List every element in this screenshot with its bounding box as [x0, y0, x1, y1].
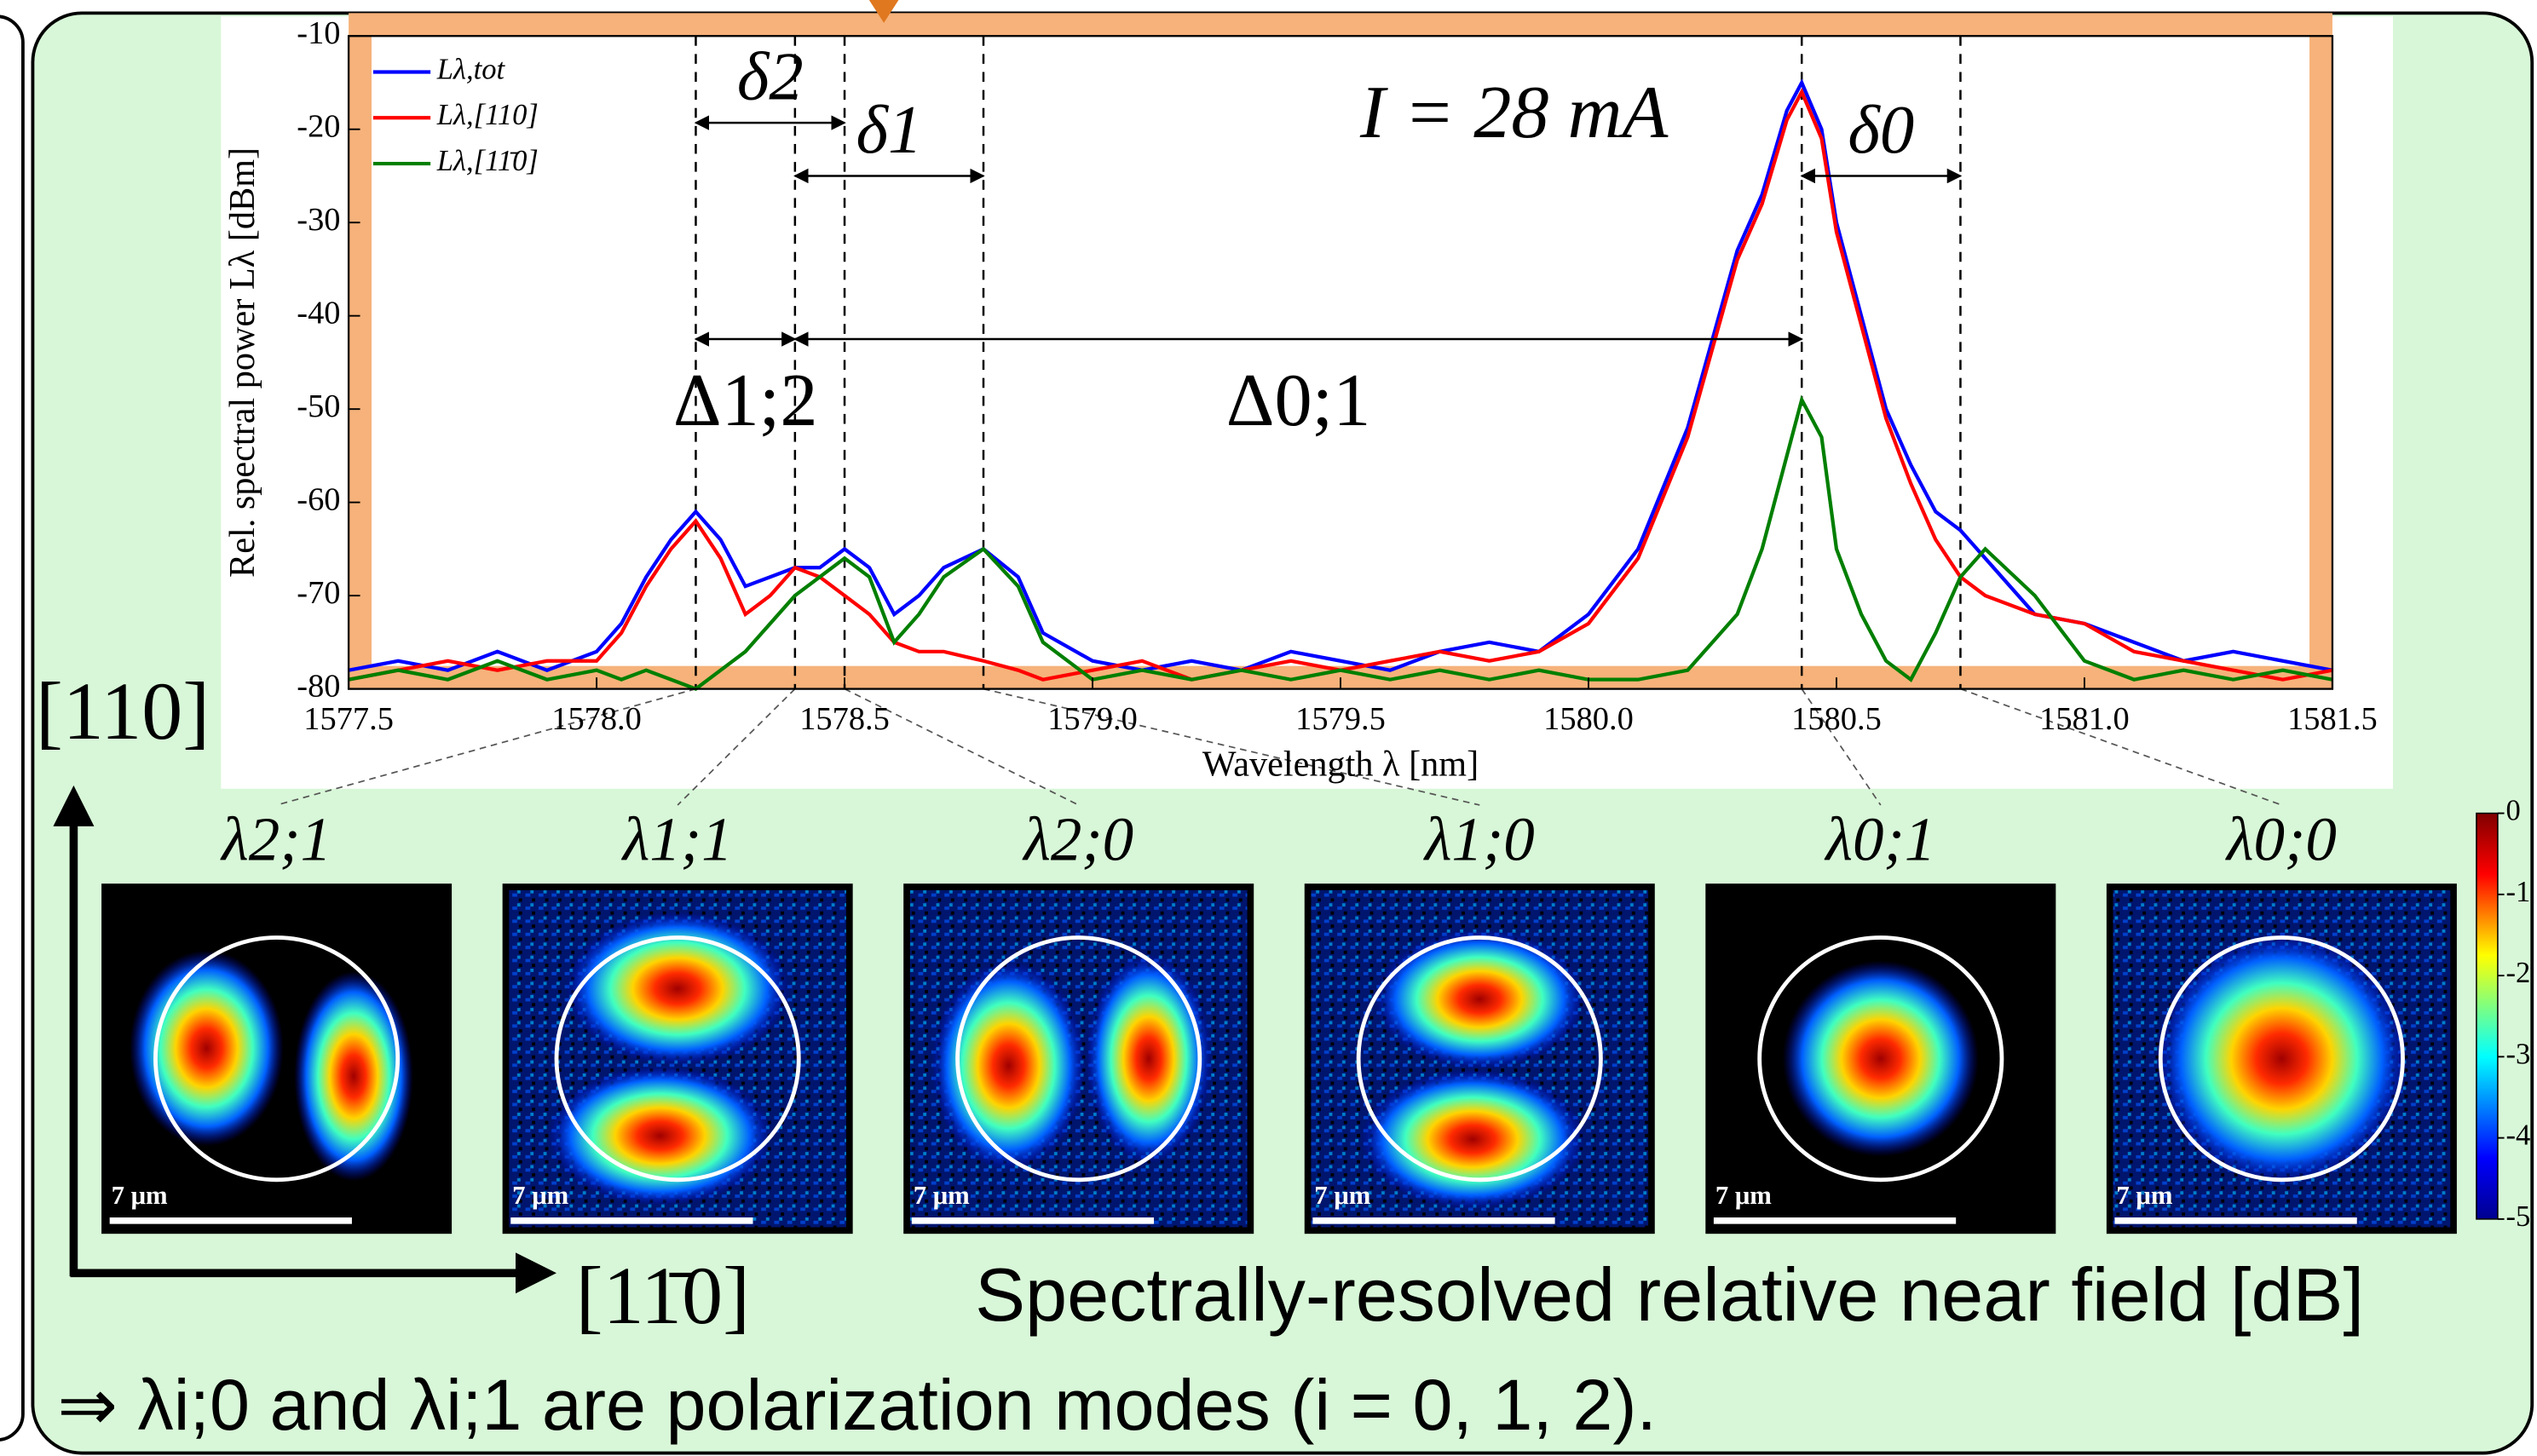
mode-intensity — [548, 1065, 773, 1206]
x-tick-label: 1580.0 — [1543, 701, 1634, 737]
mode-intensity — [2155, 932, 2408, 1185]
dimension-label: δ1 — [856, 92, 923, 168]
axis-right-label: [11̄0] — [576, 1250, 750, 1341]
aperture-circle — [955, 935, 1202, 1183]
colorbar-tick-label: -5 — [2506, 1200, 2531, 1233]
y-tick-label: -10 — [297, 15, 340, 51]
dimension-label: Δ1;2 — [673, 359, 818, 442]
colorbar — [2476, 812, 2499, 1220]
pointer — [868, 0, 899, 23]
y-tick-label: -80 — [297, 668, 340, 704]
near-field-images: λ2;1 7 μm λ1;1 7 μm λ2;0 7 μm λ1;0 7 μm λ0;1 7 μm… — [101, 805, 2457, 1234]
mode-label: λ1;0 — [1423, 805, 1535, 874]
colorbar-tick-label: -1 — [2506, 876, 2531, 908]
dimension-label: δ0 — [1848, 92, 1914, 168]
marker-connector — [1801, 688, 1882, 806]
x-axis-label: Wavelength λ [nm] — [1202, 744, 1479, 784]
aperture-circle — [1757, 935, 2004, 1183]
marker-connector — [677, 688, 796, 806]
y-tick-label: -50 — [297, 388, 340, 424]
y-tick-label: -20 — [297, 109, 340, 145]
colorbar-tick-label: -2 — [2506, 957, 2531, 989]
aperture-circle — [554, 935, 801, 1183]
mode-label: λ2;1 — [220, 805, 332, 874]
caption: Spectrally-resolved relative near field … — [975, 1252, 2364, 1337]
left-panel — [0, 14, 25, 1442]
conclusion: ⇒ λi;0 and λi;1 are polarization modes (… — [57, 1365, 1657, 1445]
y-tick-label: -40 — [297, 295, 340, 331]
x-tick-label: 1578.5 — [799, 701, 890, 737]
mode-intensity — [1374, 929, 1585, 1069]
legend-label: Lλ,tot — [436, 53, 506, 85]
y-tick-label: -30 — [297, 202, 340, 238]
mode-label: λ2;0 — [1022, 805, 1133, 874]
scale-bar-label: 7 μm — [1314, 1181, 1370, 1210]
x-tick-label: 1579.0 — [1047, 701, 1138, 737]
colorbar-tick-label: 0 — [2506, 795, 2521, 827]
scale-bar-label: 7 μm — [112, 1181, 168, 1210]
aperture-circle — [153, 935, 401, 1183]
mode-intensity — [294, 970, 413, 1182]
dimension-label: Δ0;1 — [1226, 359, 1371, 442]
marker-connector — [844, 688, 1080, 806]
annotation: I = 28 mA — [1359, 71, 1669, 154]
series-line — [348, 78, 2333, 672]
x-tick-label: 1581.5 — [2287, 701, 2378, 737]
mode-label: λ0;1 — [1824, 805, 1935, 874]
scale-bar-label: 7 μm — [1715, 1181, 1772, 1210]
mode-label: λ1;1 — [621, 805, 733, 874]
mode-intensity — [1360, 1068, 1585, 1210]
series-line — [348, 88, 2333, 682]
y-tick-label: -70 — [297, 575, 340, 611]
legend-label: Lλ,[110] — [436, 99, 539, 131]
y-tick-label: -60 — [297, 481, 340, 517]
mode-intensity — [129, 950, 284, 1147]
x-tick-label: 1581.0 — [2039, 701, 2130, 737]
scale-bar-label: 7 μm — [2116, 1181, 2172, 1210]
x-tick-label: 1579.5 — [1295, 701, 1386, 737]
colorbar-tick-label: -4 — [2506, 1119, 2531, 1152]
colorbar-tick-label: -3 — [2506, 1038, 2531, 1070]
aperture-circle — [2158, 935, 2405, 1183]
y-axis-label: Rel. spectral power Lλ [dBm] — [222, 147, 262, 578]
x-tick-label: 1580.5 — [1791, 701, 1882, 737]
mode-intensity — [931, 960, 1086, 1171]
axis-up-label: [110] — [36, 665, 210, 757]
legend-label: Lλ,[11̄0] — [436, 145, 539, 177]
scale-bar-label: 7 μm — [914, 1181, 970, 1210]
marker-connector — [983, 688, 1480, 806]
mode-label: λ0;0 — [2225, 805, 2337, 874]
dimension-label: δ2 — [737, 38, 804, 114]
mode-intensity — [565, 912, 790, 1066]
x-tick-label: 1577.5 — [303, 701, 394, 737]
mode-intensity — [1782, 960, 1979, 1157]
aperture-circle — [1356, 935, 1603, 1183]
marker-connector — [276, 688, 696, 806]
scale-bar-label: 7 μm — [512, 1181, 568, 1210]
x-tick-label: 1578.0 — [551, 701, 642, 737]
mode-intensity — [1085, 953, 1212, 1164]
